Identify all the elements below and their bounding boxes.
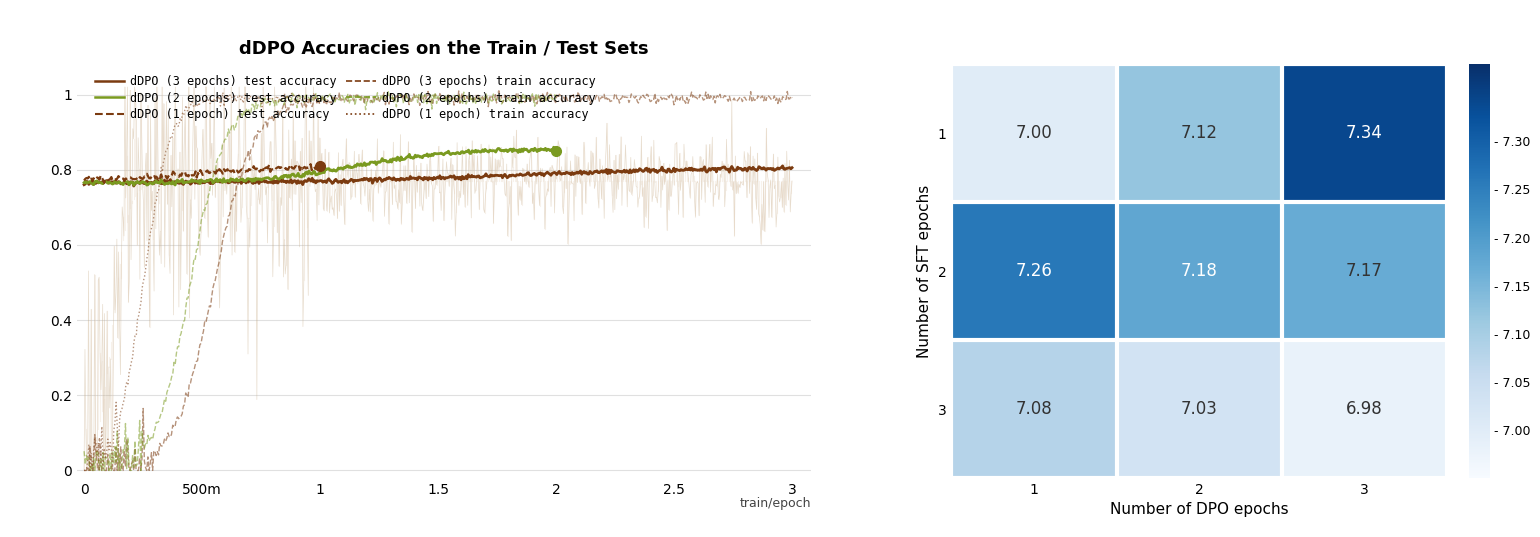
Text: 7.18: 7.18 [1181, 262, 1218, 280]
Legend: dDPO (3 epochs) test accuracy, dDPO (2 epochs) test accuracy, dDPO (1 epoch) tes: dDPO (3 epochs) test accuracy, dDPO (2 e… [91, 70, 601, 126]
Text: 7.34: 7.34 [1346, 125, 1383, 142]
Title: dDPO Accuracies on the Train / Test Sets: dDPO Accuracies on the Train / Test Sets [239, 39, 648, 57]
Text: 7.26: 7.26 [1015, 262, 1052, 280]
Text: 7.17: 7.17 [1346, 262, 1383, 280]
Text: 7.12: 7.12 [1181, 125, 1218, 142]
Y-axis label: Number of SFT epochs: Number of SFT epochs [916, 185, 932, 358]
X-axis label: Number of DPO epochs: Number of DPO epochs [1110, 502, 1289, 517]
Text: 7.00: 7.00 [1015, 125, 1052, 142]
Text: 7.08: 7.08 [1015, 400, 1052, 418]
Text: 7.03: 7.03 [1181, 400, 1218, 418]
Text: 6.98: 6.98 [1346, 400, 1383, 418]
Text: train/epoch: train/epoch [739, 497, 812, 510]
